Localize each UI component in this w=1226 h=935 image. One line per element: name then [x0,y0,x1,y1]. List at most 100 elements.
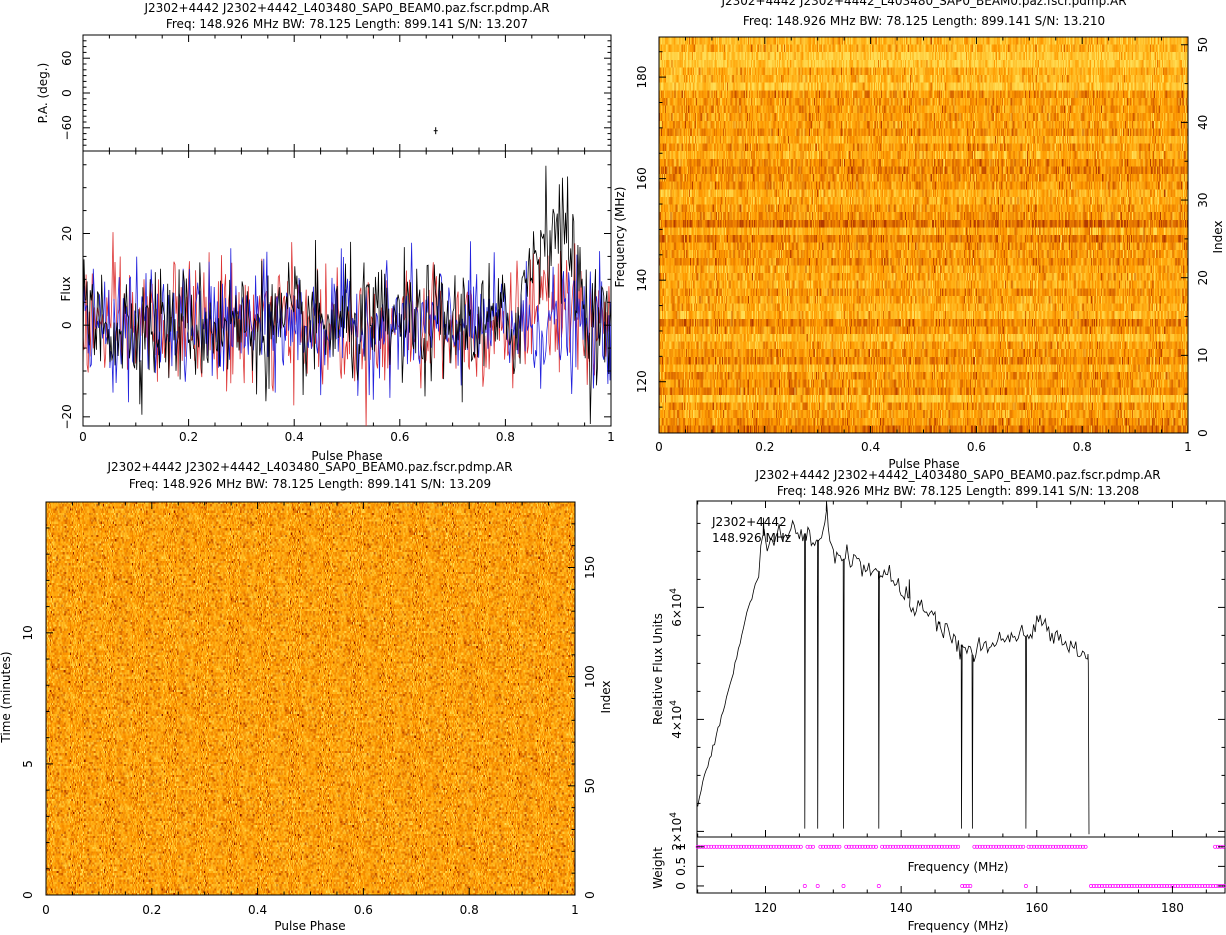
plot-subtitle: Freq: 148.926 MHz BW: 78.125 Length: 899… [129,477,491,491]
weight-marker [980,844,985,849]
weight-marker [793,844,798,849]
weight-marker [736,844,741,849]
weight-marker-zero [1192,884,1197,888]
weight-marker [888,844,893,849]
weight-marker-zero [1181,884,1186,888]
y-tick-label-group: 6×104 [669,588,684,627]
weight-marker [994,844,999,849]
bandpass-curve [697,501,1090,835]
weight-marker [885,844,890,849]
weight-marker [1010,844,1015,849]
weight-marker [811,844,815,849]
weight-marker [1213,844,1218,849]
weight-marker [739,844,744,849]
weight-marker [1026,844,1031,849]
weight-marker [1048,844,1053,849]
y-tick-label: 160 [635,167,649,190]
weight-marker-zero [1156,884,1161,888]
weight-marker-zero [1148,884,1153,888]
plot-subtitle: Freq: 148.926 MHz BW: 78.125 Length: 899… [166,17,528,31]
weight-marker [896,844,901,849]
flux-axis-label: Flux [59,277,73,302]
weight-marker [852,844,857,849]
weight-marker [829,844,834,849]
weight-markers [695,844,1226,888]
weight-marker [837,844,842,849]
series-total-intensity [83,165,611,425]
weight-marker [741,844,746,849]
weight-marker-zero [1102,884,1107,888]
weight-marker-zero [1197,884,1202,888]
weight-marker [823,844,828,849]
weight-marker [1053,844,1058,849]
weight-marker [752,844,757,849]
x-tick-label: 180 [1161,901,1184,915]
y-tick-exponent: 4 [669,700,679,706]
x-tick-label: 0.4 [861,440,880,454]
weight-marker [805,844,810,849]
weight-marker-zero [1213,884,1218,888]
weight-marker [1083,844,1088,849]
x-axis-label: Frequency (MHz) [908,919,1009,933]
weight-marker-zero [1151,884,1156,888]
weight-marker [945,844,950,849]
weight-marker-zero [1184,884,1188,888]
y-tick-label: 0 [60,89,74,97]
weight-marker [728,844,733,849]
right-tick-label: 50 [583,778,597,793]
weight-marker-zero [1146,884,1150,888]
weight-marker [991,844,996,849]
weight-marker [1040,844,1045,849]
weight-marker [749,844,754,849]
weight-marker [1080,844,1085,849]
weight-marker [1051,844,1056,849]
y-tick-label: 180 [635,66,649,89]
weight-marker-zero [841,884,846,888]
weight-marker [999,844,1004,849]
weight-marker [714,844,719,849]
y-tick-label: 0 [21,891,35,899]
y-tick-mantissa: 2 [670,843,684,851]
weight-marker-zero [1154,884,1159,888]
weight-marker [760,844,765,849]
pa-panel-frame [82,34,612,152]
frequency-annotation: 148.926 MHz [712,531,791,545]
y-tick-label: −60 [60,115,74,140]
plot-subtitle: Freq: 148.926 MHz BW: 78.125 Length: 899… [743,14,1105,28]
x-tick-label: 0.2 [755,440,774,454]
y-axis-label: Time (minutes) [0,651,13,743]
weight-panel-frame [696,836,1226,894]
x-axis-label: Pulse Phase [311,449,382,463]
weight-marker [706,844,711,849]
weight-marker [1029,844,1034,849]
weight-marker [891,844,895,849]
right-tick-label: 0 [1196,429,1210,437]
weight-marker [893,844,898,849]
weight-marker-zero [1091,884,1096,888]
weight-marker [874,844,878,849]
weight-marker-zero [1178,884,1183,888]
weight-marker [1004,844,1009,849]
weight-marker-zero [1132,884,1137,888]
weight-marker [720,844,725,849]
weight-marker [758,844,763,849]
y-axis-label: Frequency (MHz) [613,187,627,288]
weight-marker [860,844,865,849]
weight-marker-zero [962,884,967,888]
x-tick-label: 0 [655,440,663,454]
weight-marker [1072,844,1077,849]
weight-marker [1056,844,1061,849]
plot-title: J2302+4442 J2302+4442_L403480_SAP0_BEAM0… [143,1,549,15]
weight-marker-zero [968,884,973,888]
weight-marker [915,844,920,849]
weight-marker [730,844,735,849]
plot-title: J2302+4442 J2302+4442_L403480_SAP0_BEAM0… [720,0,1126,8]
y-tick-label: 120 [635,370,649,393]
weight-marker-zero [815,884,820,888]
right-tick-label: 50 [1196,37,1210,52]
weight-marker [977,844,982,849]
weight-marker [1013,844,1018,849]
y-tick-label: 60 [60,51,74,66]
plot-title: J2302+4442 J2302+4442_L403480_SAP0_BEAM0… [106,460,512,474]
